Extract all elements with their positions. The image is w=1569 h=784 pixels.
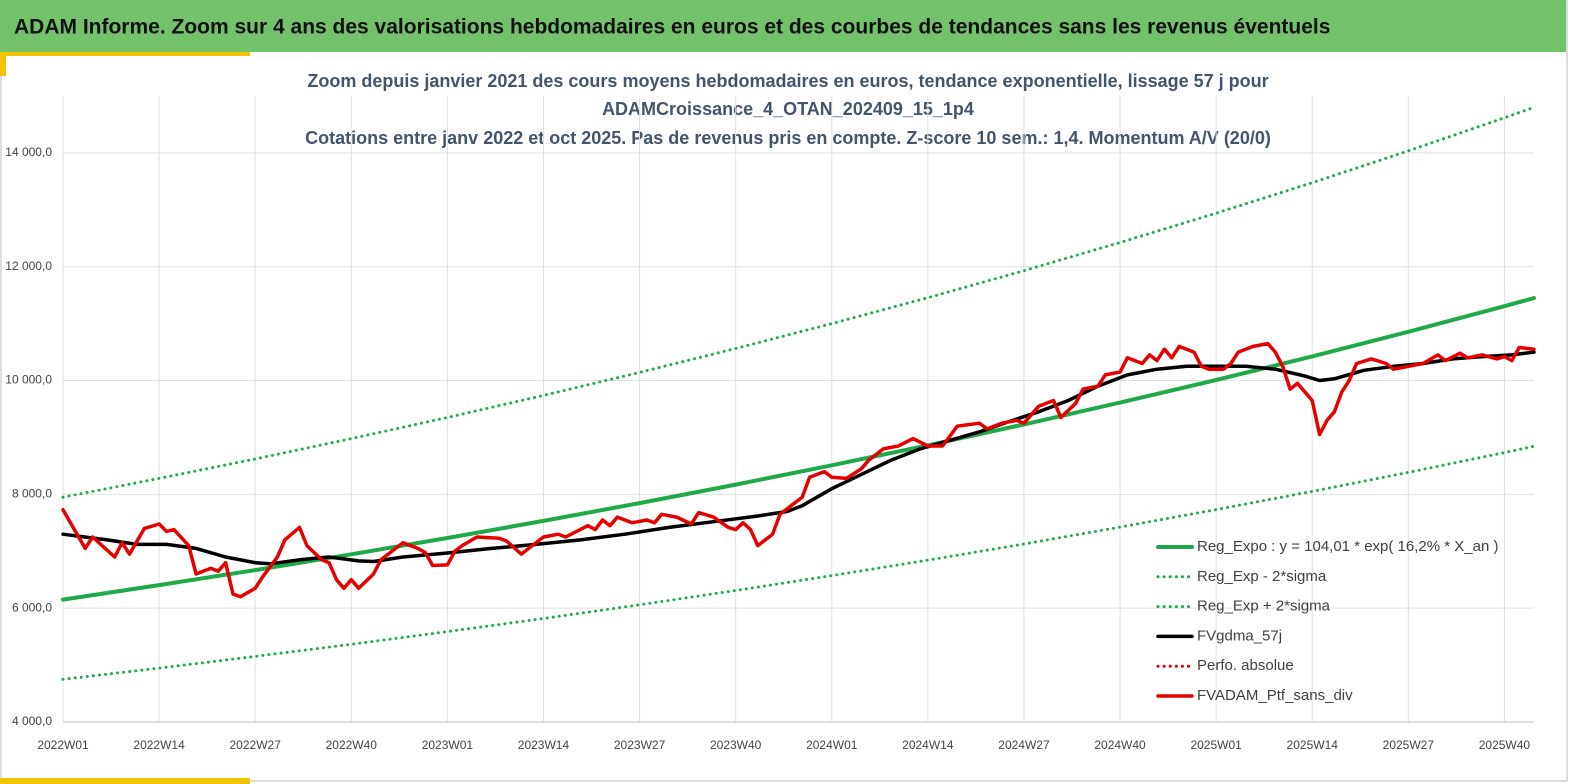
x-tick-label: 2025W14: [1287, 738, 1339, 752]
x-tick-label: 2022W14: [133, 738, 185, 752]
series-line: [61, 105, 1536, 499]
chart-title: Cotations entre janv 2022 et oct 2025. P…: [305, 128, 1271, 148]
header-title: ADAM Informe. Zoom sur 4 ans des valoris…: [14, 16, 1330, 39]
series-line: [61, 444, 1536, 681]
legend-label: Perfo. absolue: [1197, 657, 1294, 674]
x-tick-label: 2023W40: [710, 738, 762, 752]
chart-title: ADAMCroissance_4_OTAN_202409_15_1p4: [602, 99, 974, 119]
series-line: [61, 350, 1536, 566]
x-tick-label: 2022W27: [230, 738, 282, 752]
legend-label: Reg_Exp + 2*sigma: [1197, 598, 1331, 615]
x-tick-label: 2024W40: [1094, 738, 1146, 752]
y-tick-label: 8 000,0: [12, 487, 52, 501]
legend-label: FVADAM_Ptf_sans_div: [1197, 687, 1353, 704]
x-tick-label: 2023W14: [518, 738, 570, 752]
legend-label: FVgdma_57j: [1197, 627, 1282, 644]
x-tick-label: 2025W01: [1190, 738, 1242, 752]
series-line: [61, 341, 1536, 599]
y-tick-label: 12 000,0: [5, 259, 52, 273]
legend-label: Reg_Exp - 2*sigma: [1197, 568, 1327, 585]
accent: [0, 778, 250, 784]
x-tick-label: 2024W01: [806, 738, 858, 752]
x-tick-label: 2024W14: [902, 738, 954, 752]
accent: [0, 52, 6, 76]
y-tick-label: 14 000,0: [5, 145, 52, 159]
x-tick-label: 2023W27: [614, 738, 666, 752]
y-tick-label: 10 000,0: [5, 373, 52, 387]
x-tick-label: 2023W01: [422, 738, 474, 752]
y-tick-label: 4 000,0: [12, 714, 52, 728]
x-tick-label: 2022W01: [37, 738, 89, 752]
legend-label: Reg_Expo : y = 104,01 * exp( 16,2% * X_a…: [1197, 538, 1498, 555]
x-tick-label: 2022W40: [326, 738, 378, 752]
x-tick-label: 2025W27: [1383, 738, 1435, 752]
accent: [0, 52, 250, 56]
x-tick-label: 2024W27: [998, 738, 1050, 752]
x-tick-label: 2025W40: [1479, 738, 1531, 752]
chart-title: Zoom depuis janvier 2021 des cours moyen…: [307, 71, 1268, 91]
header-bar: [0, 0, 1566, 52]
y-tick-label: 6 000,0: [12, 600, 52, 614]
